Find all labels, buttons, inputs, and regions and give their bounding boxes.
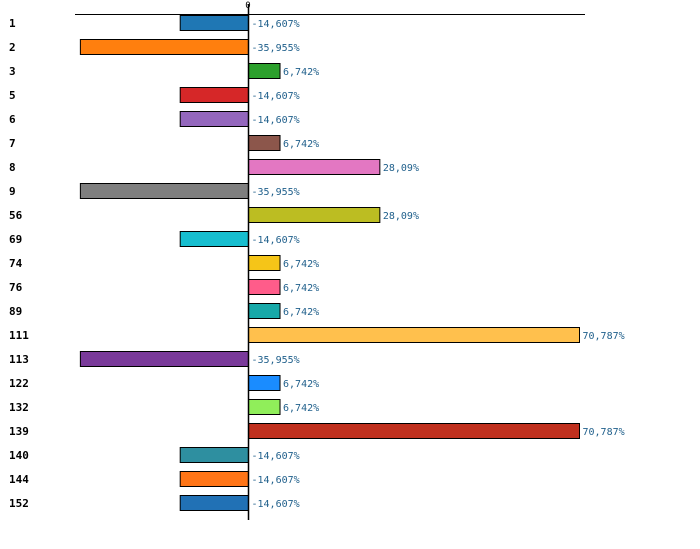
bar <box>179 15 250 31</box>
value-label: -35,955% <box>252 43 300 54</box>
bar <box>179 495 250 511</box>
value-label: 28,09% <box>383 211 419 222</box>
category-label: 9 <box>9 185 16 198</box>
category-label: 122 <box>9 377 29 390</box>
value-label: -14,607% <box>252 115 300 126</box>
value-label: 70,787% <box>583 331 625 342</box>
bar <box>248 303 281 319</box>
value-label: -35,955% <box>252 187 300 198</box>
value-label: -14,607% <box>252 235 300 246</box>
category-label: 5 <box>9 89 16 102</box>
bar <box>179 447 250 463</box>
bar <box>248 255 281 271</box>
bar <box>248 375 281 391</box>
bar <box>79 351 250 367</box>
category-label: 139 <box>9 425 29 438</box>
category-label: 113 <box>9 353 29 366</box>
category-label: 1 <box>9 17 16 30</box>
value-label: 28,09% <box>383 163 419 174</box>
category-label: 6 <box>9 113 16 126</box>
bar <box>248 159 381 175</box>
category-label: 132 <box>9 401 29 414</box>
category-label: 2 <box>9 41 16 54</box>
category-label: 144 <box>9 473 29 486</box>
bar <box>179 471 250 487</box>
bar <box>248 135 281 151</box>
bar <box>179 111 250 127</box>
bar <box>248 327 580 343</box>
bar <box>248 399 281 415</box>
category-label: 8 <box>9 161 16 174</box>
bar <box>79 183 250 199</box>
value-label: 6,742% <box>283 403 319 414</box>
category-label: 3 <box>9 65 16 78</box>
value-label: -14,607% <box>252 451 300 462</box>
category-label: 89 <box>9 305 22 318</box>
category-label: 76 <box>9 281 23 294</box>
bar <box>179 231 250 247</box>
value-label: -14,607% <box>252 499 300 510</box>
bar <box>248 207 381 223</box>
bar <box>248 279 281 295</box>
value-label: -14,607% <box>252 19 300 30</box>
value-label: -14,607% <box>252 91 300 102</box>
bar <box>179 87 250 103</box>
bar <box>248 423 580 439</box>
value-label: -14,607% <box>252 475 300 486</box>
category-label: 7 <box>9 137 16 150</box>
value-label: 6,742% <box>283 259 319 270</box>
category-label: 152 <box>9 497 29 510</box>
value-label: 6,742% <box>283 67 319 78</box>
bar <box>79 39 250 55</box>
value-label: 6,742% <box>283 283 319 294</box>
value-label: 6,742% <box>283 139 319 150</box>
value-label: 6,742% <box>283 307 319 318</box>
category-label: 69 <box>9 233 22 246</box>
category-label: 140 <box>9 449 29 462</box>
value-label: 70,787% <box>583 427 625 438</box>
category-label: 56 <box>9 209 23 222</box>
category-label: 74 <box>9 257 23 270</box>
value-label: -35,955% <box>252 355 300 366</box>
category-label: 111 <box>9 329 29 342</box>
bar <box>248 63 281 79</box>
value-label: 6,742% <box>283 379 319 390</box>
bar-series: 1 -14,607% 2 -35,955% 3 6,742% 5 -14,607% 6 -14,6… <box>9 15 625 511</box>
